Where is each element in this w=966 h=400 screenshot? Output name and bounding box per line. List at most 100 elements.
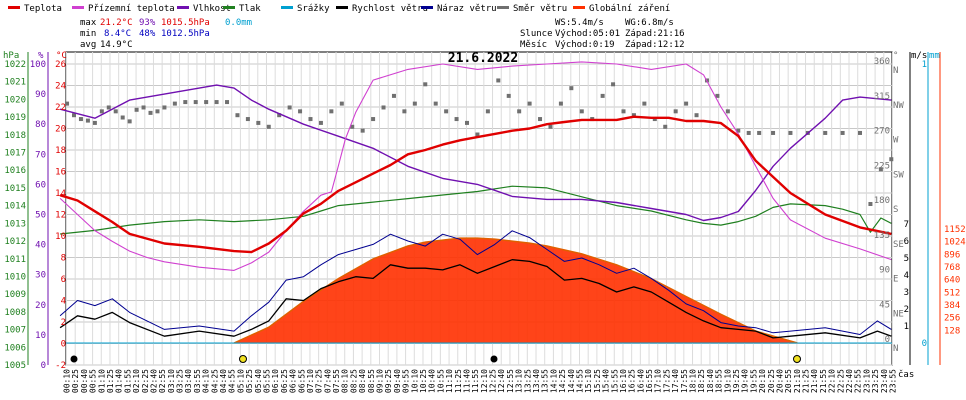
wind-direction-point — [715, 93, 720, 98]
wind-direction-point — [402, 109, 407, 114]
x-tick-label: 07:40 — [323, 369, 332, 393]
direction-tick-value: 270 — [874, 127, 890, 137]
temperature-tick-label: 2 — [61, 318, 66, 328]
x-tick-label: 14:25 — [558, 369, 567, 393]
x-tick-label: 21:10 — [793, 369, 802, 393]
wind-direction-point — [235, 113, 240, 118]
wind-direction-point — [889, 157, 894, 162]
x-tick-label: 01:55 — [123, 369, 132, 393]
x-tick-label: 12:55 — [506, 369, 515, 393]
wind-direction-point — [287, 105, 292, 110]
x-tick-label: 02:25 — [141, 369, 150, 393]
wind-direction-point — [225, 100, 230, 105]
x-tick-label: 08:10 — [341, 369, 350, 393]
wind-direction-point — [134, 107, 139, 112]
wind-direction-point — [569, 86, 574, 91]
x-tick-label: 16:25 — [628, 369, 637, 393]
x-tick-label: 09:55 — [402, 369, 411, 393]
direction-tick-value: 225 — [874, 161, 890, 171]
axes: 00:10 00:25 00:40 00:55 01:10 01:25 01:40 01:55… — [4, 52, 966, 393]
x-tick-label: 12:40 — [497, 369, 506, 393]
x-tick-label: 14:10 — [549, 369, 558, 393]
x-tick-label: 11:25 — [454, 369, 463, 393]
temperature-tick-label: 4 — [61, 297, 66, 307]
humidity-tick-label: 60 — [35, 180, 46, 190]
direction-tick-label: SW — [893, 170, 904, 180]
x-tick-label: 04:40 — [219, 369, 228, 393]
x-tick-label: 11:10 — [445, 369, 454, 393]
legend-swatch — [497, 6, 509, 9]
humidity-tick-label: 100 — [30, 60, 46, 70]
wind-direction-point — [527, 101, 532, 106]
temperature-tick-label: 8 — [61, 254, 66, 264]
legend-label: Globální záření — [589, 4, 670, 14]
wind-direction-point — [475, 132, 480, 137]
sun-label: Slunce — [520, 29, 553, 39]
stat-max-label: max — [80, 18, 97, 28]
temperature-tick-label: 22 — [55, 103, 66, 113]
wind-tick-label: 3 — [904, 288, 909, 298]
unit-temp: °C — [56, 51, 67, 61]
x-tick-label: 13:55 — [541, 369, 550, 393]
wind-direction-point — [736, 128, 741, 133]
wind-direction-point — [444, 109, 449, 114]
temperature-tick-label: 26 — [55, 60, 66, 70]
astro-block: WS:5.4m/s WG:6.8m/s Slunce Východ:05:01 … — [520, 18, 685, 50]
x-tick-label: 19:10 — [723, 369, 732, 393]
x-tick-label: 06:25 — [280, 369, 289, 393]
x-tick-label: 10:40 — [428, 369, 437, 393]
legend-swatch — [177, 6, 189, 9]
wind-direction-point — [318, 120, 323, 125]
pressure-tick-label: 1008 — [4, 308, 26, 318]
rain-tick-label: 0 — [922, 339, 927, 349]
ground-temperature-line — [59, 61, 892, 271]
wind-direction-point — [141, 105, 146, 110]
wind-direction-point — [621, 109, 626, 114]
solar-tick-label: 1024 — [944, 238, 966, 248]
pressure-tick-label: 1009 — [4, 290, 26, 300]
wind-direction-point — [172, 101, 177, 106]
temperature-tick-label: 14 — [55, 189, 66, 199]
x-tick-label: 23:25 — [871, 369, 880, 393]
wind-direction-point — [858, 130, 863, 135]
wind-direction-point — [611, 82, 616, 87]
x-tick-label: 18:25 — [697, 369, 706, 393]
x-tick-label: 05:55 — [262, 369, 271, 393]
wind-direction-point — [433, 101, 438, 106]
wind-direction-point — [454, 117, 459, 122]
wind-direction-point — [506, 93, 511, 98]
direction-tick-label: W — [893, 136, 899, 146]
temperature-tick-label: -2 — [55, 361, 66, 371]
solar-tick-label: 384 — [944, 301, 960, 311]
wind-direction-point — [92, 120, 97, 125]
direction-tick-label: NE — [893, 309, 904, 319]
x-tick-label: 21:55 — [819, 369, 828, 393]
direction-tick-value: 180 — [874, 196, 890, 206]
x-tick-label: 12:10 — [480, 369, 489, 393]
wind-tick-label: 5 — [904, 254, 909, 264]
pressure-tick-label: 1015 — [4, 184, 26, 194]
wind-direction-point — [214, 100, 219, 105]
wind-direction-point — [538, 117, 543, 122]
pressure-tick-label: 1013 — [4, 219, 26, 229]
unit-dir: ° — [893, 51, 898, 61]
legend-swatch — [72, 6, 84, 9]
legend-label: Přízemní teplota — [88, 4, 175, 14]
humidity-tick-label: 50 — [35, 211, 46, 221]
x-tick-label: 07:10 — [306, 369, 315, 393]
humidity-line — [59, 84, 892, 222]
unit-wind: m/s — [911, 51, 927, 61]
wind-direction-point — [155, 109, 160, 114]
wind-direction-point — [256, 120, 261, 125]
wind-direction-point — [113, 109, 118, 114]
x-tick-label: 16:55 — [645, 369, 654, 393]
wind-direction-point — [183, 100, 188, 105]
direction-tick-value: 135 — [874, 231, 890, 241]
stat-min-temp: 8.4°C — [104, 29, 131, 39]
wind-direction-point — [204, 100, 209, 105]
legend-swatch — [336, 6, 348, 9]
temperature-tick-label: 12 — [55, 211, 66, 221]
x-tick-label: 00:25 — [71, 369, 80, 393]
x-tick-label: 07:55 — [332, 369, 341, 393]
